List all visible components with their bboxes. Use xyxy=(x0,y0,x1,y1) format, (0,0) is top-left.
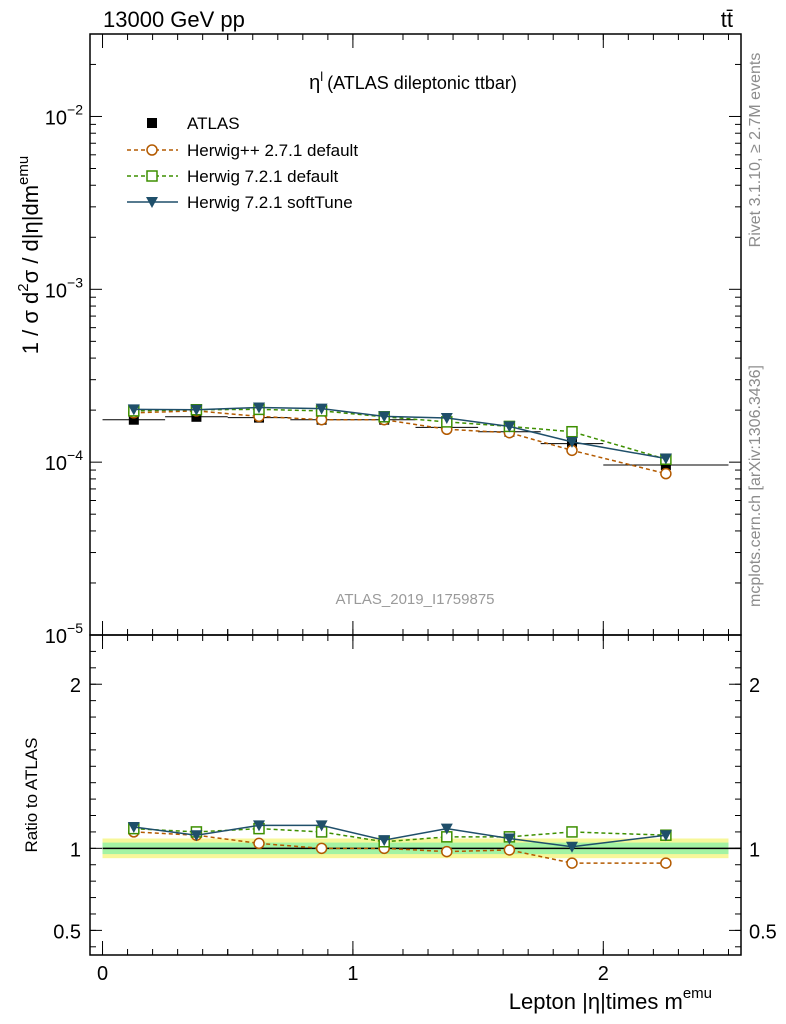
marker-open-circle xyxy=(315,842,328,855)
marker-triangle-down xyxy=(315,820,328,832)
x-tick-label: 1 xyxy=(347,963,358,985)
ratio-y-tick-label-right: 1 xyxy=(749,839,760,861)
main-y-axis-label-part1: 1 / σ d xyxy=(18,292,43,355)
y-tick-label-base: 10 xyxy=(45,107,67,129)
marker-triangle-down xyxy=(127,822,140,833)
main-y-axis-label-part2: 2 xyxy=(15,283,32,291)
marker-filled-square xyxy=(660,459,671,470)
legend-entry: ATLAS xyxy=(147,114,240,133)
rivet-version-label: Rivet 3.1.10, ≥ 2.7M events xyxy=(747,53,764,248)
x-tick-label: 0 xyxy=(97,963,108,985)
ratio-y-axis-label: Ratio to ATLAS xyxy=(22,738,41,853)
y-tick-label: 10−3 xyxy=(45,274,83,302)
ratio-y-tick-label-right: 2 xyxy=(749,675,760,697)
main-y-axis-label-part4: emu xyxy=(15,156,32,185)
marker-open-circle xyxy=(146,144,158,156)
legend-label: ATLAS xyxy=(187,114,240,133)
main-y-axis-label-part3: σ / d|η|dm xyxy=(18,185,43,283)
marker-triangle-down xyxy=(190,404,203,416)
marker-triangle-down xyxy=(146,197,158,208)
main-panel: 10−210−310−410−51 / σ d2σ / d|η|dmemuηl(… xyxy=(15,33,742,648)
legend-entry: Herwig 7.2.1 default xyxy=(127,167,338,186)
y-tick-label-base: 10 xyxy=(45,280,67,302)
main-chart-title-rest: (ATLAS dileptonic ttbar) xyxy=(327,73,517,93)
marker-triangle-down xyxy=(503,421,516,433)
marker-triangle-down xyxy=(315,403,328,415)
marker-open-square xyxy=(566,425,578,438)
y-tick-label-exponent: −3 xyxy=(67,274,83,290)
ratio-y-tick-label: 0.5 xyxy=(53,921,81,943)
legend-label: Herwig++ 2.7.1 default xyxy=(187,141,358,160)
x-tick-label: 2 xyxy=(598,963,609,985)
header-right-label: tt̄ xyxy=(721,7,733,32)
legend-entry: Herwig 7.2.1 softTune xyxy=(127,193,353,212)
marker-filled-square xyxy=(128,414,139,425)
marker-triangle-down xyxy=(503,833,516,845)
y-tick-label-exponent: −2 xyxy=(67,101,83,117)
series-line xyxy=(133,406,667,460)
marker-filled-square xyxy=(147,118,157,128)
x-axis-label-superscript: emu xyxy=(683,985,712,1002)
main-series xyxy=(127,402,672,465)
ratio-series xyxy=(127,820,672,853)
marker-triangle-down xyxy=(440,823,453,835)
marker-open-square xyxy=(566,826,578,838)
main-chart-title-base: η xyxy=(309,72,320,94)
marker-triangle-down xyxy=(659,453,672,465)
header-left-label: 13000 GeV pp xyxy=(103,7,245,32)
main-chart-title-superscript: l xyxy=(320,69,323,84)
y-tick-label-base: 10 xyxy=(45,626,67,648)
marker-triangle-down xyxy=(440,413,453,425)
marker-triangle-down xyxy=(378,411,391,423)
marker-open-circle xyxy=(660,467,672,480)
y-tick-label-exponent: −4 xyxy=(67,447,83,463)
y-tick-label: 10−4 xyxy=(45,447,83,475)
marker-triangle-down xyxy=(378,835,391,847)
marker-triangle-down xyxy=(565,436,578,448)
x-axis-label: Lepton |η|times memu xyxy=(509,985,712,1014)
y-tick-label-exponent: −5 xyxy=(67,620,83,636)
ratio-plot-frame xyxy=(89,634,742,956)
analysis-watermark: ATLAS_2019_I1759875 xyxy=(335,591,494,608)
x-axis-label-main: Lepton |η|times m xyxy=(509,989,683,1014)
marker-open-square xyxy=(146,170,158,182)
marker-triangle-down xyxy=(190,830,203,842)
legend-label: Herwig 7.2.1 softTune xyxy=(187,193,353,212)
legend-entry: Herwig++ 2.7.1 default xyxy=(127,141,358,160)
main-series xyxy=(128,403,672,465)
ratio-y-tick-label: 2 xyxy=(70,675,81,697)
main-chart-title: ηl (ATLAS dileptonic ttbar) xyxy=(309,69,517,94)
marker-triangle-down xyxy=(565,841,578,853)
series-line xyxy=(133,410,667,475)
marker-open-circle xyxy=(503,844,516,856)
marker-open-circle xyxy=(566,857,578,869)
main-series xyxy=(102,411,729,470)
y-tick-label: 10−5 xyxy=(45,620,83,648)
legend-label: Herwig 7.2.1 default xyxy=(187,167,338,186)
marker-triangle-down xyxy=(253,402,266,414)
mcplots-label: mcplots.cern.ch [arXiv:1306.3436] xyxy=(747,365,764,607)
ratio-y-tick-label: 1 xyxy=(70,839,81,861)
y-tick-label: 10−2 xyxy=(45,101,83,129)
marker-open-circle xyxy=(441,845,453,858)
marker-triangle-down xyxy=(659,830,672,842)
marker-triangle-down xyxy=(253,820,266,832)
ratio-y-tick-label-right: 0.5 xyxy=(749,921,777,943)
main-y-axis-label: 1 / σ d2σ / d|η|dmemu xyxy=(15,156,43,354)
marker-open-circle xyxy=(253,837,265,850)
marker-filled-square xyxy=(191,411,202,422)
marker-open-circle xyxy=(660,857,672,869)
y-tick-label-base: 10 xyxy=(45,453,67,475)
marker-triangle-down xyxy=(127,404,140,416)
